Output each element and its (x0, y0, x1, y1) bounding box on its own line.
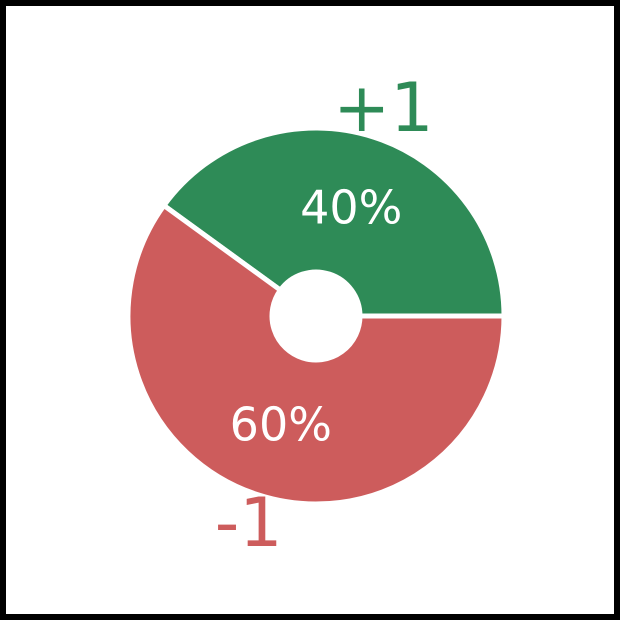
slice-category-label: -1 (215, 484, 283, 563)
slice-percent-label: 40% (300, 181, 402, 235)
pie-slice-plus-1 (160, 125, 507, 319)
pie-slice-minus-1 (125, 202, 507, 507)
donut-chart: 40% +1 60% -1 (125, 69, 507, 563)
slice-category-label: +1 (333, 69, 433, 148)
slice-percent-label: 60% (230, 397, 332, 451)
